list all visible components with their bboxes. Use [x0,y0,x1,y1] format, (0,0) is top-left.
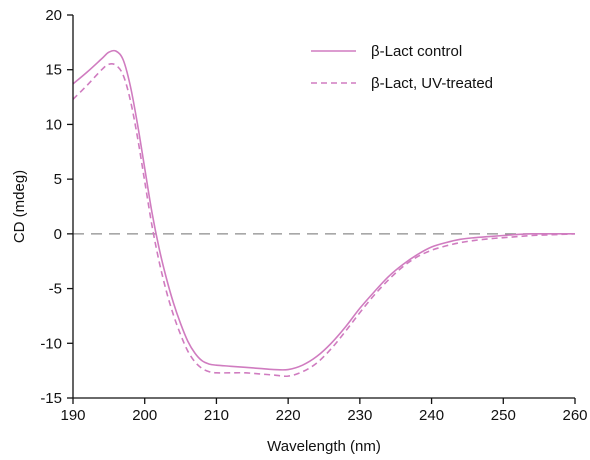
y-tick-label: 20 [45,7,62,24]
x-tick-label: 190 [60,407,85,424]
x-axis-label: Wavelength (nm) [267,438,381,455]
series-line-uv-treated [72,62,576,378]
series-group [72,49,576,378]
y-tick-label: 5 [54,171,62,188]
y-tick-label: 0 [54,226,62,243]
legend-label-uv-treated: β-Lact, UV-treated [371,75,493,92]
plot-area [72,49,576,378]
axes: 190 200 210 220 230 240 250 260 -15 -10 -5 0 5 10 15 2… [40,7,587,424]
y-tick-label: -5 [49,281,62,298]
x-tick-label: 230 [347,407,372,424]
y-tick-label: -15 [40,390,62,407]
x-tick-label: 220 [276,407,301,424]
x-tick-label: 260 [562,407,587,424]
y-tick-label: 15 [45,62,62,79]
legend: β-Lact control β-Lact, UV-treated [311,43,493,92]
legend-label-control: β-Lact control [371,43,462,60]
x-tick-label: 210 [204,407,229,424]
x-tick-label: 240 [419,407,444,424]
y-tick-label: -10 [40,335,62,352]
x-tick-label: 250 [491,407,516,424]
x-axis-ticks: 190 200 210 220 230 240 250 260 [60,398,588,424]
y-axis-ticks: -15 -10 -5 0 5 10 15 20 [40,7,73,407]
series-line-control [72,49,575,371]
y-axis-label: CD (mdeg) [11,170,28,243]
x-tick-label: 200 [132,407,157,424]
y-tick-label: 10 [45,116,62,133]
